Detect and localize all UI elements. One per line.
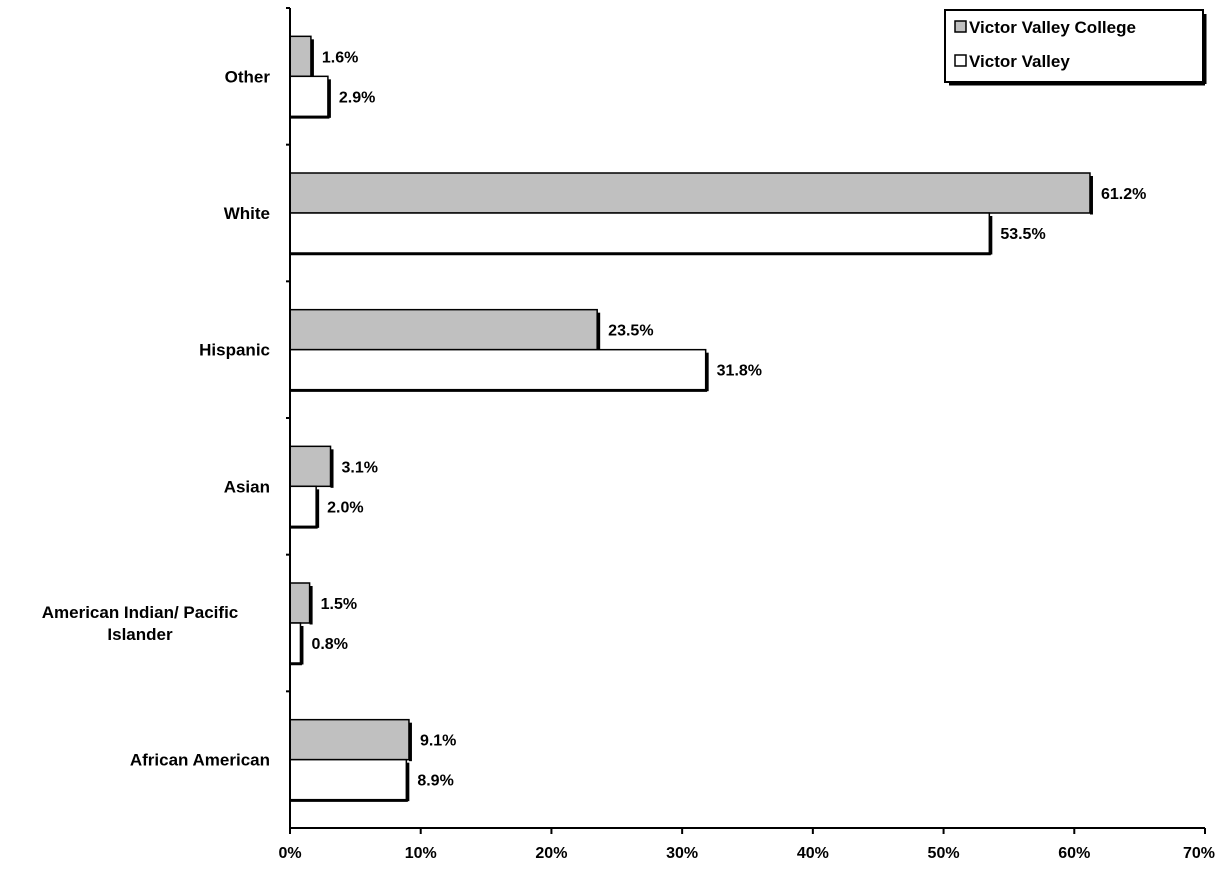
data-label-african-american-college: 9.1%: [420, 733, 456, 750]
legend-swatch-college: [954, 20, 967, 33]
x-tick-label-20: 20%: [535, 845, 567, 862]
x-tick-label-50: 50%: [928, 845, 960, 862]
bar-african-american-college: [289, 718, 410, 761]
axes-layer: [286, 7, 1206, 834]
bar-asian-region: [289, 485, 317, 528]
x-tick-label-10: 10%: [405, 845, 437, 862]
bar-other-college: [289, 35, 312, 78]
category-label-white: White: [224, 204, 270, 223]
data-label-american-indian-pacific-islander-college: 1.5%: [321, 596, 357, 613]
x-tick-label-60: 60%: [1058, 845, 1090, 862]
data-label-white-college: 61.2%: [1101, 186, 1146, 203]
data-label-other-college: 1.6%: [322, 49, 358, 66]
bar-asian-college: [289, 445, 332, 488]
legend-swatch-region: [954, 54, 967, 67]
x-tick-label-40: 40%: [797, 845, 829, 862]
category-label-other: Other: [225, 67, 271, 86]
legend-label-college: Victor Valley College: [969, 18, 1136, 37]
bars-layer: [289, 35, 1093, 802]
bar-hispanic-region: [289, 348, 707, 391]
data-label-hispanic-college: 23.5%: [608, 323, 653, 340]
x-tick-label-70: 70%: [1183, 845, 1215, 862]
bar-white-region: [289, 212, 991, 254]
legend-box: [944, 9, 1204, 83]
bar-hispanic-college: [289, 308, 598, 351]
data-label-asian-college: 3.1%: [342, 459, 378, 476]
bar-other-region: [289, 75, 329, 118]
bar-african-american-region: [289, 758, 408, 801]
bar-american-indian-pacific-islander-region: [289, 622, 302, 664]
category-label-asian: Asian: [224, 477, 270, 496]
data-label-other-region: 2.9%: [339, 89, 375, 106]
bar-white-college: [289, 172, 1091, 214]
data-label-american-indian-pacific-islander-region: 0.8%: [311, 636, 347, 653]
data-label-white-region: 53.5%: [1000, 226, 1045, 243]
data-label-asian-region: 2.0%: [327, 499, 363, 516]
data-label-african-american-region: 8.9%: [417, 773, 453, 790]
x-tick-label-0: 0%: [278, 845, 301, 862]
legend: Victor Valley College Victor Valley: [944, 9, 1207, 86]
legend-label-region: Victor Valley: [969, 52, 1070, 71]
data-label-hispanic-region: 31.8%: [717, 363, 762, 380]
x-tick-label-30: 30%: [666, 845, 698, 862]
category-label-african-american: African American: [130, 751, 270, 770]
category-label-hispanic: Hispanic: [199, 341, 270, 360]
labels-layer: 9.1% 8.9% African American 1.5% 0.8% American…: [42, 49, 1215, 862]
bar-american-indian-pacific-islander-college: [289, 582, 311, 624]
category-label-american-indian-pacific-islander: American Indian/ Pacific Islander: [42, 603, 239, 644]
